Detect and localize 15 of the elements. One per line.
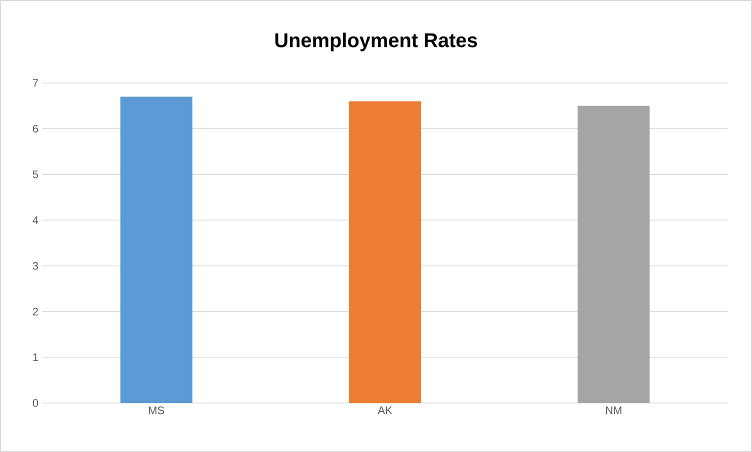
y-tick-label: 3 xyxy=(32,262,38,270)
y-tick-label: 6 xyxy=(32,124,38,133)
bar xyxy=(120,96,192,403)
x-tick-label: AK xyxy=(378,406,392,414)
y-tick-label: 4 xyxy=(32,216,38,224)
x-tick-label: NM xyxy=(606,406,622,414)
x-tick-label: MS xyxy=(149,406,164,414)
y-tick-label: 7 xyxy=(32,79,38,87)
y-tick-label: 2 xyxy=(32,308,38,316)
y-tick-label: 1 xyxy=(33,354,38,362)
chart-title: Unemployment Rates xyxy=(275,32,478,52)
y-tick-label: 5 xyxy=(32,170,38,178)
y-tick-label: 0 xyxy=(32,399,38,407)
bar xyxy=(578,106,650,403)
bar xyxy=(349,101,422,403)
